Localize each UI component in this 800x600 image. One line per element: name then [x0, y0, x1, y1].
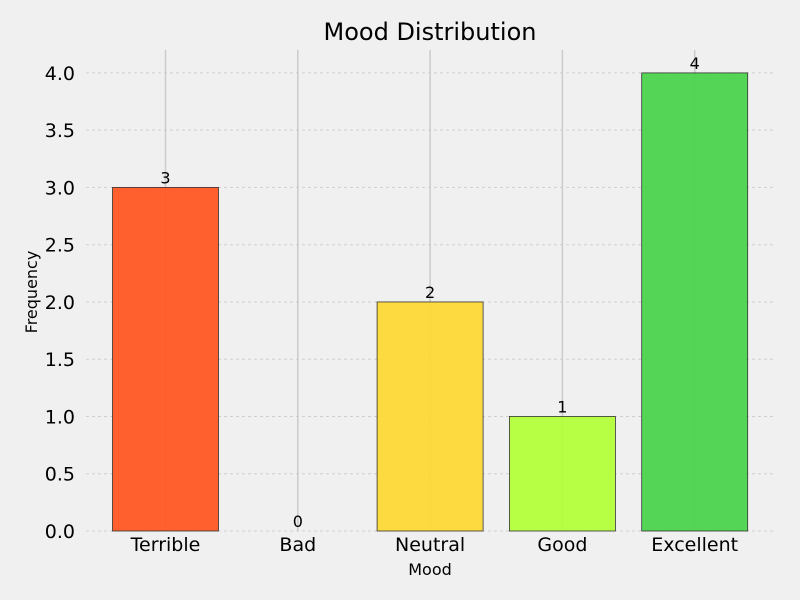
- bar-neutral: [376, 301, 484, 532]
- y-tick-label: 1.0: [45, 406, 75, 428]
- x-axis-ticks: Terrible Bad Neutral Good Excellent: [130, 534, 738, 556]
- data-label: 2: [425, 283, 435, 302]
- x-tick-label: Bad: [279, 534, 316, 556]
- x-axis-label: Mood: [408, 560, 452, 579]
- y-axis-ticks: 0.0 0.5 1.0 1.5 2.0 2.5 3.0 3.5 4.0: [45, 63, 75, 543]
- y-tick-label: 2.5: [45, 235, 75, 257]
- x-tick-label: Good: [537, 534, 587, 556]
- y-tick-label: 0.0: [45, 521, 75, 543]
- y-tick-label: 4.0: [45, 63, 75, 85]
- x-tick-label: Excellent: [651, 534, 738, 556]
- data-label: 0: [293, 512, 303, 531]
- bar-terrible: [112, 187, 219, 532]
- data-label: 4: [690, 54, 700, 73]
- x-tick-label: Neutral: [395, 534, 465, 556]
- y-tick-label: 0.5: [45, 464, 75, 486]
- bars: [112, 72, 749, 532]
- x-tick-label: Terrible: [130, 534, 201, 556]
- y-tick-label: 3.0: [45, 177, 75, 199]
- data-label: 1: [557, 397, 567, 416]
- data-label: 3: [160, 168, 170, 187]
- y-tick-label: 2.0: [45, 292, 75, 314]
- bar-excellent: [641, 72, 749, 532]
- data-labels: 3 0 2 1 4: [160, 54, 699, 531]
- y-tick-label: 3.5: [45, 120, 75, 142]
- y-tick-label: 1.5: [45, 349, 75, 371]
- y-axis-label: Frequency: [22, 251, 41, 334]
- chart-title: Mood Distribution: [324, 18, 537, 46]
- bar-good: [508, 416, 616, 532]
